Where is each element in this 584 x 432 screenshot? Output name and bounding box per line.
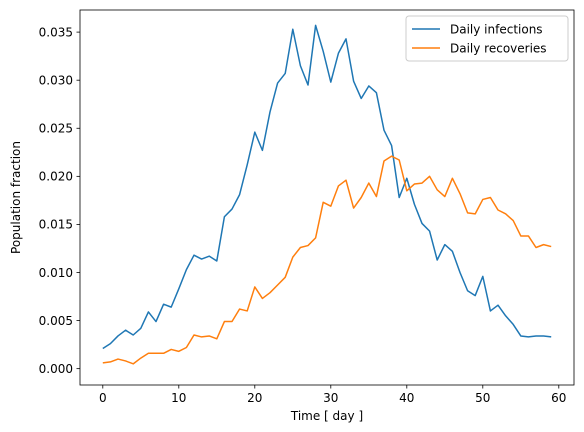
y-tick-label: 0.010 [39, 266, 73, 280]
y-tick-label: 0.015 [39, 218, 73, 232]
x-tick-label: 10 [171, 391, 186, 405]
x-tick-label: 40 [399, 391, 414, 405]
y-tick-label: 0.020 [39, 170, 73, 184]
y-tick-label: 0.035 [39, 25, 73, 39]
x-tick-label: 30 [323, 391, 338, 405]
x-axis-label: Time [ day ] [290, 409, 363, 423]
x-tick-label: 20 [247, 391, 262, 405]
legend-label: Daily infections [450, 22, 543, 36]
x-tick-label: 60 [551, 391, 566, 405]
series-line-1 [102, 24, 552, 350]
y-tick-label: 0.005 [39, 314, 73, 328]
y-axis-label: Population fraction [9, 141, 23, 254]
y-tick-label: 0.025 [39, 122, 73, 136]
series-line-2 [102, 155, 552, 365]
y-tick-label: 0.030 [39, 73, 73, 87]
x-axis: 0 10 20 30 40 50 60 [99, 385, 566, 405]
y-axis: 0.000 0.005 0.010 0.015 0.020 0.025 0.030 0.035 [39, 25, 80, 376]
y-tick-label: 0.000 [39, 362, 73, 376]
series-layer [102, 24, 552, 365]
x-tick-label: 0 [99, 391, 107, 405]
legend-box [405, 15, 569, 62]
plot-frame [79, 9, 575, 386]
legend-label: Daily recoveries [450, 41, 547, 55]
legend: Daily infections Daily recoveries [405, 15, 569, 62]
x-tick-label: 50 [475, 391, 490, 405]
